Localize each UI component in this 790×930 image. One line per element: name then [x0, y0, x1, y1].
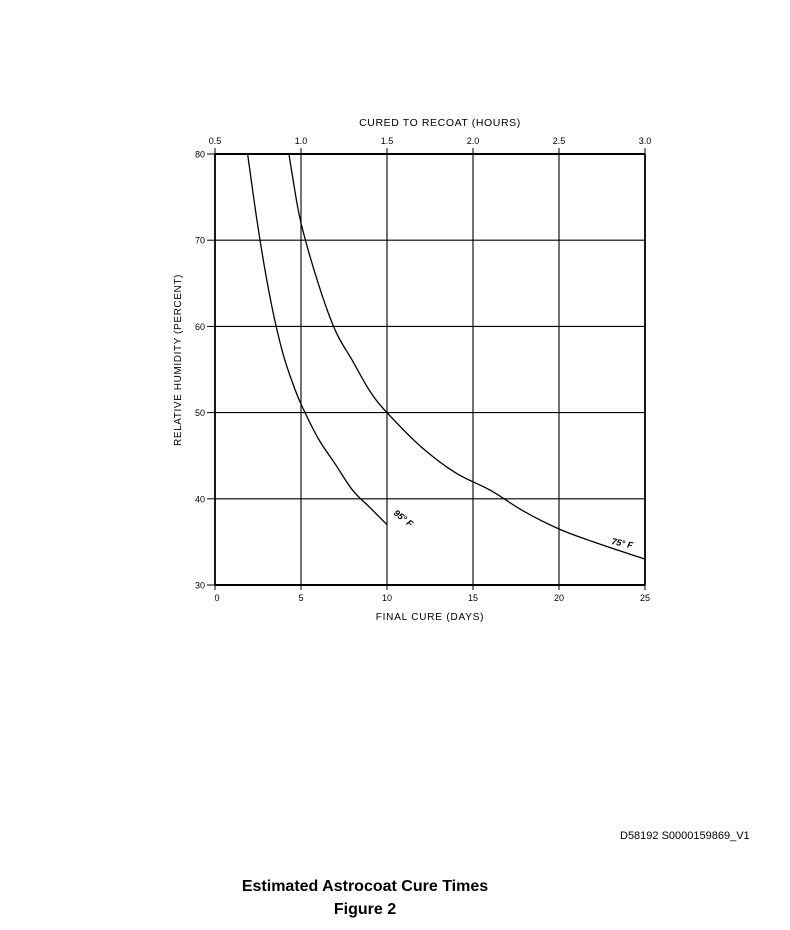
top-tick-label: 1.5 [381, 136, 394, 146]
caption-figure: Figure 2 [333, 901, 397, 918]
y-tick-label: 50 [195, 408, 205, 418]
top-axis-title: CURED TO RECOAT (HOURS) [359, 117, 521, 129]
y-tick-label: 80 [195, 150, 205, 160]
x-tick-label: 10 [382, 593, 392, 603]
top-tick-label: 2.5 [553, 136, 566, 146]
tick-labels: 30 40 50 60 70 80 0 5 10 15 20 25 0.5 1.0 1.5 2.0 2.5 3.0 [195, 136, 651, 603]
series-label-75f: 75° F [611, 536, 635, 550]
reference-code: D58192 S0000159869_V1 [620, 830, 750, 842]
curves [247, 153, 646, 560]
top-tick-label: 0.5 [209, 136, 222, 146]
y-tick-label: 70 [195, 236, 205, 246]
x-tick-label: 20 [554, 593, 564, 603]
y-tick-label: 40 [195, 494, 205, 504]
top-tick-label: 2.0 [467, 136, 480, 146]
y-tick-label: 30 [195, 581, 205, 591]
x-tick-label: 25 [640, 593, 650, 603]
grid-lines [214, 153, 646, 586]
axis-ticks [207, 148, 646, 590]
top-tick-label: 1.0 [295, 136, 308, 146]
caption-title: Estimated Astrocoat Cure Times [241, 878, 489, 895]
y-axis-title: RELATIVE HUMIDITY (PERCENT) [173, 274, 184, 446]
curve-95f [247, 153, 388, 526]
x-tick-label: 5 [298, 593, 303, 603]
x-tick-label: 15 [468, 593, 478, 603]
curve-75f [288, 153, 646, 560]
x-axis-title: FINAL CURE (DAYS) [376, 612, 485, 623]
top-tick-label: 3.0 [639, 136, 652, 146]
y-tick-label: 60 [195, 322, 205, 332]
x-tick-label: 0 [214, 593, 219, 603]
series-label-95f: 95° F [392, 508, 416, 529]
